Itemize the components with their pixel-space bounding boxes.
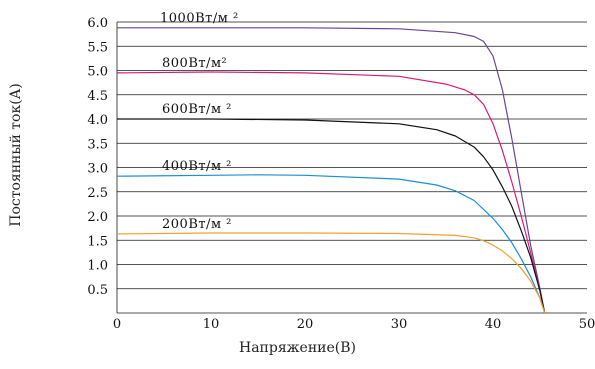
series-label: 200Вт/м ² <box>162 217 232 232</box>
y-tick-label: 1.5 <box>87 234 108 249</box>
series-label: 800Вт/м² <box>162 56 227 71</box>
series-label: 600Вт/м ² <box>162 102 232 117</box>
y-tick-label: 3.0 <box>87 162 108 177</box>
y-axis-label: Постоянный ток(А) <box>8 83 24 227</box>
series-line <box>117 118 546 314</box>
series-line <box>117 27 546 314</box>
series-labels: 1000Вт/м ² 800Вт/м² 600Вт/м ² 400Вт/м ² 200В… <box>160 11 239 232</box>
y-axis-label-container: Постоянный ток(А) <box>4 40 28 270</box>
series-lines <box>116 27 546 314</box>
y-tick-label: 4.0 <box>87 113 108 128</box>
series-label: 1000Вт/м ² <box>160 11 239 26</box>
axes <box>116 22 587 314</box>
y-tick-label: 5.5 <box>87 40 108 55</box>
grid-lines <box>117 21 587 290</box>
x-tick-label: 40 <box>485 317 502 332</box>
y-tick-label: 5.0 <box>87 65 108 80</box>
y-tick-label: 1.0 <box>87 259 108 274</box>
x-tick-label: 30 <box>391 317 408 332</box>
y-tick-label: 6.0 <box>87 16 108 31</box>
y-tick-label: 2.0 <box>87 210 108 225</box>
y-tick-label: 0.5 <box>87 283 108 298</box>
series-line <box>116 174 546 314</box>
x-tick-label: 50 <box>579 317 595 332</box>
tick-labels: 0.5 1.0 1.5 2.0 2.5 3.0 3.5 4.0 4.5 5.0 5.5 6.0 0 10 2… <box>87 16 595 332</box>
x-tick-label: 10 <box>203 317 220 332</box>
y-tick-label: 3.5 <box>87 137 108 152</box>
y-tick-label: 4.5 <box>87 89 108 104</box>
x-tick-label: 20 <box>297 317 314 332</box>
x-tick-label: 0 <box>113 317 121 332</box>
series-line <box>116 232 546 314</box>
x-axis-label: Напряжение(В) <box>238 340 356 356</box>
y-tick-label: 2.5 <box>87 186 108 201</box>
series-label: 400Вт/м ² <box>162 159 232 174</box>
series-line <box>116 71 546 314</box>
